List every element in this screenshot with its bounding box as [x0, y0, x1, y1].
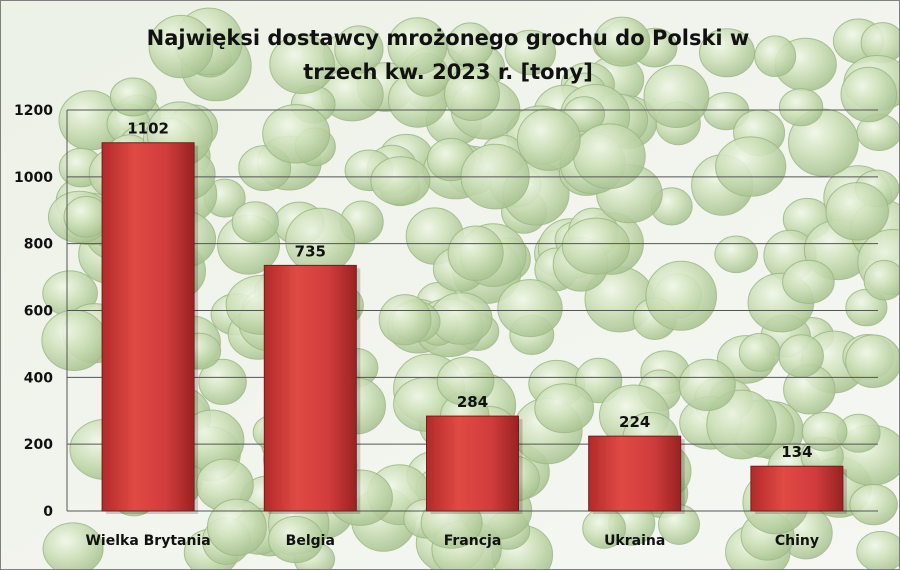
pea-decoration	[706, 389, 777, 460]
chart-title-line-1: Najwięksi dostawcy mrożonego grochu do P…	[147, 26, 750, 50]
pea-decoration	[148, 14, 214, 79]
pea-decoration	[262, 104, 331, 164]
pea-decoration	[207, 498, 267, 556]
pea-decoration	[516, 108, 581, 171]
pea-decoration	[268, 515, 324, 564]
pea-decoration	[387, 17, 448, 75]
pea-decoration	[714, 235, 759, 274]
bar	[263, 264, 357, 512]
pea-decoration	[754, 35, 797, 77]
chart-title-line-2: trzech kw. 2023 r. [tony]	[303, 60, 593, 84]
pea-decoration	[825, 182, 889, 241]
y-axis-tick-labels: 0 200 400 600 800 1000 1200	[14, 103, 53, 520]
x-tick-label: Chiny	[775, 533, 819, 549]
pea-decoration	[561, 217, 630, 275]
y-tick-label: 0	[43, 504, 53, 520]
bar	[426, 415, 519, 512]
pea-decoration	[447, 22, 494, 68]
x-tick-label: Belgia	[286, 533, 335, 549]
y-tick-label: 1000	[14, 170, 53, 186]
pea-decoration	[436, 356, 495, 406]
x-axis-tick-labels: Wielka Brytania Belgia Francja Ukraina Chiny	[85, 533, 818, 549]
data-label: 134	[781, 443, 812, 461]
pea-decoration	[378, 294, 432, 346]
y-tick-label: 1200	[14, 103, 53, 119]
pea-decoration	[645, 260, 718, 331]
pea-decoration	[334, 25, 384, 74]
y-tick-label: 400	[24, 370, 53, 386]
data-labels: 1102 735 284 224 134	[127, 120, 812, 461]
pea-decoration	[593, 16, 651, 67]
pea-decoration	[845, 334, 900, 388]
x-tick-label: Ukraina	[604, 533, 665, 549]
data-label: 284	[457, 393, 488, 411]
pea-decoration	[840, 66, 898, 123]
pea-decoration	[497, 279, 563, 338]
pea-decoration	[643, 64, 710, 129]
x-tick-label: Francja	[444, 533, 502, 549]
x-tick-label: Wielka Brytania	[85, 533, 210, 549]
pea-decoration	[504, 29, 556, 76]
data-label: 1102	[127, 120, 169, 138]
pea-decoration	[198, 358, 247, 405]
pea-decoration	[782, 259, 835, 304]
pea-decoration	[849, 483, 898, 526]
pea-decoration	[231, 201, 279, 244]
pea-decoration	[778, 88, 824, 127]
pea-decoration	[370, 156, 431, 206]
pea-decoration	[715, 136, 787, 197]
pea-decoration	[444, 67, 500, 121]
pea-decoration	[856, 530, 900, 570]
bar	[101, 142, 195, 512]
bar	[588, 435, 682, 512]
pea-decoration	[678, 358, 736, 411]
pea-decoration	[447, 225, 504, 281]
pea-decoration	[863, 259, 900, 301]
y-tick-label: 200	[24, 437, 53, 453]
data-label: 224	[619, 413, 650, 431]
bars	[101, 142, 847, 514]
pea-decoration	[109, 77, 157, 117]
pea-decoration	[42, 522, 104, 570]
y-tick-label: 800	[24, 237, 53, 253]
pea-decoration	[575, 357, 623, 404]
gridlines	[66, 109, 878, 512]
pea-decoration	[801, 411, 848, 452]
pea-decoration	[269, 34, 335, 94]
y-tick-label: 600	[24, 304, 53, 320]
bar	[750, 465, 844, 512]
data-label: 735	[295, 242, 326, 260]
pea-decoration	[534, 383, 595, 434]
